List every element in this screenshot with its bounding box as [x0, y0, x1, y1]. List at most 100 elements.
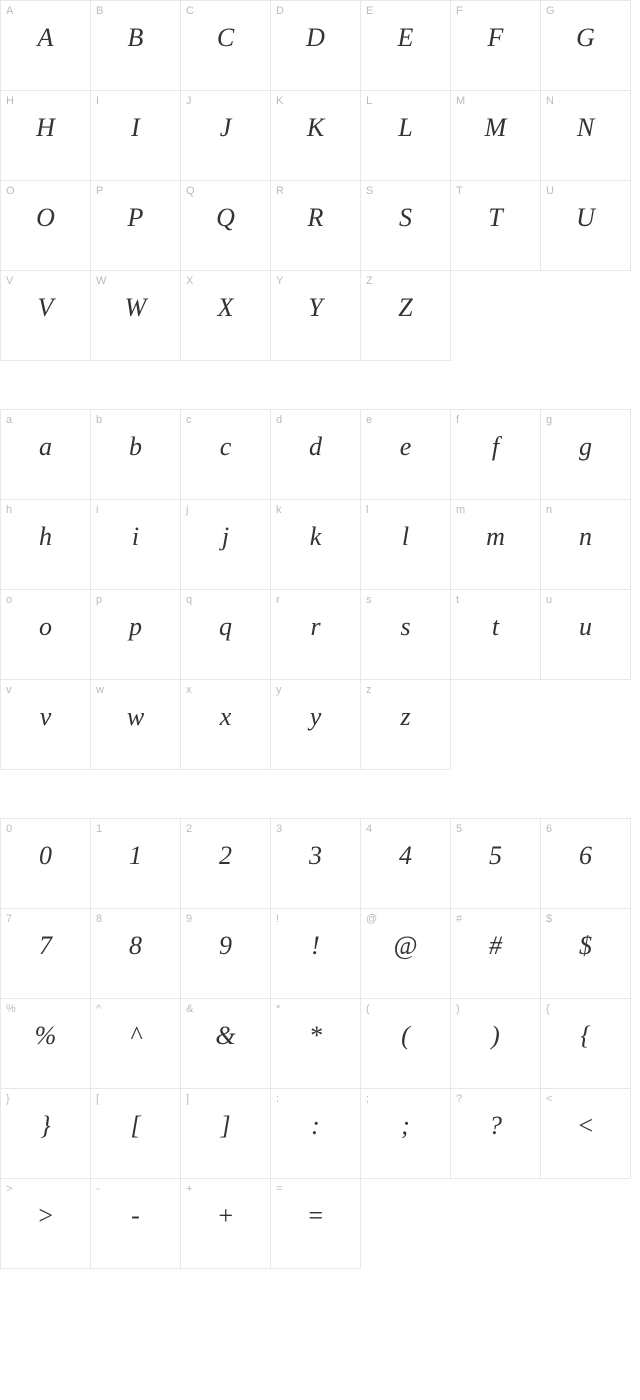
glyph-cell[interactable]: ## — [451, 909, 541, 999]
glyph-cell[interactable]: 55 — [451, 819, 541, 909]
glyph-cell[interactable]: [[ — [91, 1089, 181, 1179]
glyph-cell[interactable]: vv — [1, 680, 91, 770]
glyph-cell[interactable]: VV — [1, 271, 91, 361]
glyph-cell[interactable]: ii — [91, 500, 181, 590]
glyph-cell[interactable]: ww — [91, 680, 181, 770]
glyph-label: y — [276, 684, 282, 696]
glyph-cell[interactable]: xx — [181, 680, 271, 770]
glyph-cell[interactable]: NN — [541, 91, 631, 181]
glyph-cell[interactable]: !! — [271, 909, 361, 999]
glyph-cell[interactable]: CC — [181, 1, 271, 91]
glyph-cell[interactable]: SS — [361, 181, 451, 271]
glyph-label: ? — [456, 1093, 462, 1105]
glyph-cell[interactable]: ^^ — [91, 999, 181, 1089]
glyph-cell[interactable]: ?? — [451, 1089, 541, 1179]
glyph-cell[interactable]: && — [181, 999, 271, 1089]
glyph-cell[interactable]: GG — [541, 1, 631, 91]
glyph-cell[interactable]: tt — [451, 590, 541, 680]
glyph-label: T — [456, 185, 463, 197]
glyph-cell[interactable]: MM — [451, 91, 541, 181]
glyph-cell[interactable]: kk — [271, 500, 361, 590]
glyph-cell[interactable]: XX — [181, 271, 271, 361]
glyph-cell[interactable]: {{ — [541, 999, 631, 1089]
glyph-cell[interactable]: DD — [271, 1, 361, 91]
glyph-cell[interactable]: aa — [1, 410, 91, 500]
glyph-cell[interactable]: OO — [1, 181, 91, 271]
glyph-label: R — [276, 185, 284, 197]
glyph-cell[interactable]: BB — [91, 1, 181, 91]
glyph-cell[interactable]: bb — [91, 410, 181, 500]
glyph-cell[interactable]: pp — [91, 590, 181, 680]
glyph-cell[interactable]: dd — [271, 410, 361, 500]
glyph-cell[interactable]: ll — [361, 500, 451, 590]
glyph-cell[interactable]: FF — [451, 1, 541, 91]
glyph-cell[interactable]: TT — [451, 181, 541, 271]
glyph-cell[interactable]: uu — [541, 590, 631, 680]
glyph-cell[interactable]: 66 — [541, 819, 631, 909]
glyph-display: Y — [271, 293, 360, 323]
glyph-cell[interactable]: %% — [1, 999, 91, 1089]
glyph-cell[interactable]: 00 — [1, 819, 91, 909]
glyph-cell[interactable]: LL — [361, 91, 451, 181]
glyph-cell[interactable]: yy — [271, 680, 361, 770]
glyph-cell[interactable]: HH — [1, 91, 91, 181]
glyph-display: M — [451, 113, 540, 143]
glyph-cell[interactable]: )) — [451, 999, 541, 1089]
glyph-display: y — [271, 702, 360, 732]
glyph-cell[interactable]: ]] — [181, 1089, 271, 1179]
glyph-label: % — [6, 1003, 16, 1015]
glyph-cell[interactable]: zz — [361, 680, 451, 770]
glyph-cell[interactable]: -- — [91, 1179, 181, 1269]
glyph-display: > — [1, 1201, 90, 1231]
glyph-cell[interactable]: 77 — [1, 909, 91, 999]
glyph-cell[interactable]: cc — [181, 410, 271, 500]
glyph-cell[interactable]: II — [91, 91, 181, 181]
glyph-cell[interactable]: 99 — [181, 909, 271, 999]
glyph-cell[interactable]: EE — [361, 1, 451, 91]
glyph-cell[interactable]: QQ — [181, 181, 271, 271]
glyph-cell[interactable]: ** — [271, 999, 361, 1089]
glyph-cell[interactable]: ee — [361, 410, 451, 500]
glyph-cell[interactable]: qq — [181, 590, 271, 680]
glyph-cell[interactable]: gg — [541, 410, 631, 500]
glyph-label: k — [276, 504, 282, 516]
glyph-cell[interactable]: $$ — [541, 909, 631, 999]
glyph-cell[interactable]: mm — [451, 500, 541, 590]
glyph-cell[interactable]: UU — [541, 181, 631, 271]
glyph-cell[interactable]: (( — [361, 999, 451, 1089]
glyph-label: ; — [366, 1093, 369, 1105]
glyph-cell[interactable]: :: — [271, 1089, 361, 1179]
glyph-cell[interactable]: YY — [271, 271, 361, 361]
glyph-cell[interactable]: JJ — [181, 91, 271, 181]
glyph-cell[interactable]: 88 — [91, 909, 181, 999]
glyph-display: J — [181, 113, 270, 143]
glyph-cell[interactable]: oo — [1, 590, 91, 680]
glyph-cell[interactable]: }} — [1, 1089, 91, 1179]
glyph-display: } — [1, 1111, 90, 1141]
glyph-cell[interactable]: jj — [181, 500, 271, 590]
glyph-cell[interactable]: 33 — [271, 819, 361, 909]
glyph-cell[interactable]: hh — [1, 500, 91, 590]
glyph-label: h — [6, 504, 12, 516]
glyph-cell[interactable]: @@ — [361, 909, 451, 999]
glyph-cell[interactable]: nn — [541, 500, 631, 590]
glyph-cell[interactable]: == — [271, 1179, 361, 1269]
glyph-cell[interactable]: << — [541, 1089, 631, 1179]
glyph-cell[interactable]: ;; — [361, 1089, 451, 1179]
glyph-cell[interactable]: AA — [1, 1, 91, 91]
glyph-display: @ — [361, 931, 450, 961]
glyph-cell[interactable]: ss — [361, 590, 451, 680]
glyph-cell[interactable]: ++ — [181, 1179, 271, 1269]
glyph-cell[interactable]: ff — [451, 410, 541, 500]
glyph-cell[interactable]: 11 — [91, 819, 181, 909]
glyph-cell[interactable]: rr — [271, 590, 361, 680]
glyph-cell[interactable]: >> — [1, 1179, 91, 1269]
glyph-cell[interactable]: 22 — [181, 819, 271, 909]
glyph-cell[interactable]: PP — [91, 181, 181, 271]
glyph-cell[interactable]: RR — [271, 181, 361, 271]
glyph-cell[interactable]: 44 — [361, 819, 451, 909]
glyph-cell[interactable]: WW — [91, 271, 181, 361]
glyph-cell[interactable]: ZZ — [361, 271, 451, 361]
glyph-cell[interactable]: KK — [271, 91, 361, 181]
glyph-display: D — [271, 23, 360, 53]
